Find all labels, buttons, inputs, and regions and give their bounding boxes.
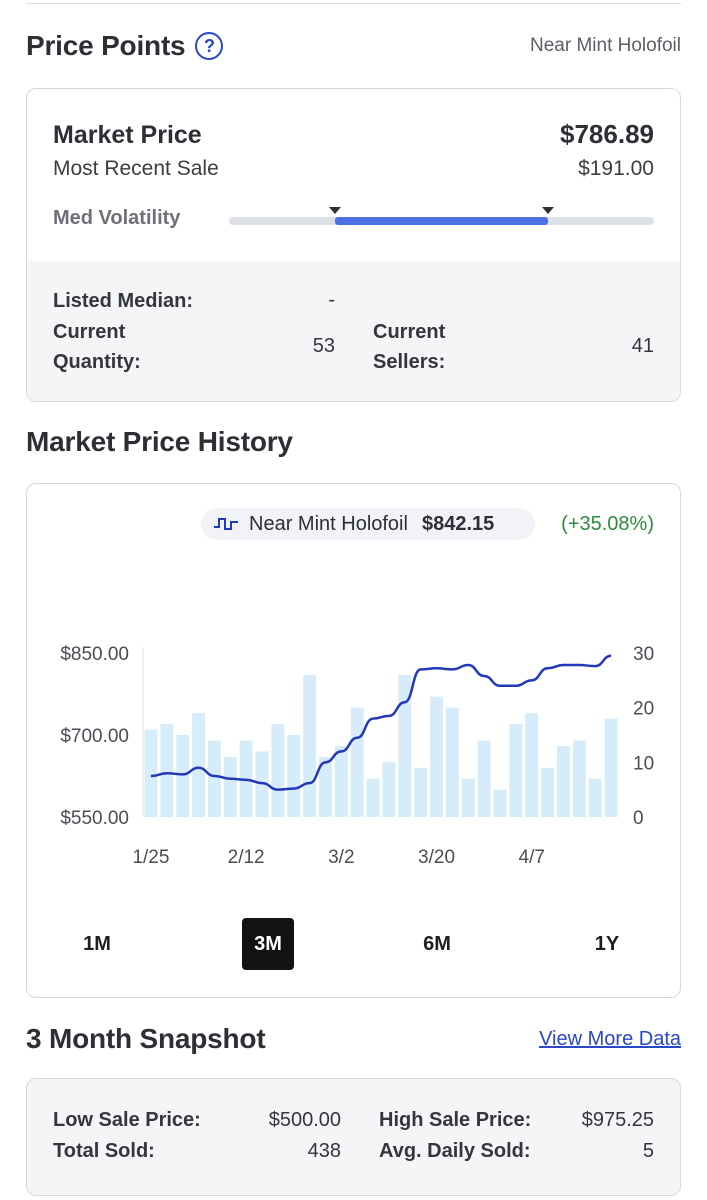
chart-legend[interactable]: Near Mint Holofoil $842.15	[201, 508, 535, 540]
volume-bar	[350, 707, 364, 817]
volume-bar	[461, 778, 475, 817]
price-history-chart-card: Near Mint Holofoil $842.15 (+35.08%) $85…	[26, 483, 681, 998]
avg-daily-sold-label: Avg. Daily Sold:	[379, 1140, 531, 1162]
recent-sale-value: $191.00	[578, 157, 654, 180]
volatility-low-marker-icon	[329, 207, 342, 214]
volume-bar	[334, 745, 348, 817]
recent-sale-label: Most Recent Sale	[53, 157, 219, 180]
range-button-6m[interactable]: 6M	[423, 932, 451, 955]
market-price-value: $786.89	[560, 119, 654, 149]
volume-bar	[557, 745, 570, 817]
snapshot-title: 3 Month Snapshot	[26, 1023, 266, 1054]
help-icon[interactable]: ?	[195, 32, 224, 60]
view-more-data-link[interactable]: View More Data	[539, 1027, 681, 1050]
x-tick-label: 1/25	[132, 847, 169, 868]
range-button-1y[interactable]: 1Y	[594, 932, 620, 955]
current-quantity-label-line1: Current	[53, 321, 126, 343]
current-quantity-value: 53	[312, 335, 335, 357]
price-points-header: Price Points ? Near Mint Holofoil	[26, 26, 681, 66]
market-price-row: Market Price $786.89	[53, 119, 654, 150]
price-points-title-group: Price Points ?	[26, 30, 224, 62]
volume-bar	[144, 729, 158, 817]
price-history-chart[interactable]: $850.00 $700.00 $550.00 30 20 10 0 1/25 2/12 3/2 3…	[27, 484, 680, 904]
step-line-icon	[214, 518, 238, 530]
volume-bar	[223, 756, 237, 817]
legend-series-name: Near Mint Holofoil	[249, 512, 408, 535]
total-sold-value: 438	[307, 1140, 341, 1162]
low-sale-label: Low Sale Price:	[53, 1109, 201, 1131]
current-sellers-label-line1: Current	[373, 321, 446, 343]
total-sold-label: Total Sold:	[53, 1140, 155, 1162]
listed-median-label: Listed Median:	[53, 290, 194, 312]
volume-bar	[382, 762, 396, 817]
volatility-track	[229, 207, 654, 225]
volume-bar	[588, 778, 602, 817]
volume-bar	[176, 735, 190, 817]
volatility-high-marker-icon	[541, 207, 554, 214]
listed-median-value: -	[328, 289, 335, 311]
market-price-history-title: Market Price History	[26, 426, 293, 457]
volume-bar	[398, 674, 412, 817]
volume-bar	[207, 740, 221, 817]
volume-bar	[319, 756, 332, 817]
volume-bar	[303, 674, 317, 817]
volume-bar	[445, 707, 459, 817]
volume-bar	[493, 789, 507, 817]
price-points-title: Price Points	[26, 30, 186, 61]
volatility-label: Med Volatility	[53, 207, 181, 229]
volume-bar	[160, 724, 174, 817]
low-sale-value: $500.00	[268, 1109, 341, 1131]
y-right-tick-label: 0	[633, 808, 644, 829]
current-sellers-value: 41	[631, 335, 654, 357]
volume-bar	[525, 713, 539, 817]
y-right-tick-label: 30	[633, 644, 654, 665]
high-sale-label: High Sale Price:	[379, 1109, 532, 1131]
recent-sale-row: Most Recent Sale $191.00	[53, 157, 654, 181]
volatility-range-fill	[335, 217, 548, 225]
x-tick-label: 3/2	[328, 847, 354, 868]
range-button-3m[interactable]: 3M	[242, 918, 294, 970]
y-right-tick-label: 20	[633, 699, 654, 720]
market-price-line	[150, 654, 612, 791]
volume-bar	[477, 740, 491, 817]
volume-bar	[414, 767, 428, 817]
y-left-tick-label: $700.00	[60, 726, 129, 747]
volume-bar	[541, 767, 555, 817]
x-tick-label: 4/7	[519, 847, 545, 868]
x-tick-label: 2/12	[228, 847, 265, 868]
market-price-history-header: Market Price History	[26, 420, 681, 464]
y-right-tick-label: 10	[633, 753, 654, 774]
avg-daily-sold-value: 5	[642, 1140, 654, 1162]
volume-bar	[430, 696, 443, 817]
legend-price: $842.15	[421, 512, 495, 535]
listing-stats: Listed Median: - Current Quantity: 53 Cu…	[27, 261, 680, 401]
volume-bar	[572, 740, 586, 817]
snapshot-header: 3 Month Snapshot View More Data	[26, 1018, 681, 1060]
price-points-card: Market Price $786.89 Most Recent Sale $1…	[26, 88, 681, 402]
market-price-label: Market Price	[53, 121, 202, 149]
top-divider	[26, 0, 681, 4]
volume-bar	[366, 778, 380, 817]
high-sale-value: $975.25	[581, 1109, 654, 1131]
condition-label: Near Mint Holofoil	[530, 35, 681, 56]
volume-bar	[509, 724, 523, 817]
snapshot-card: Low Sale Price: $500.00 High Sale Price:…	[26, 1078, 681, 1196]
volume-bar	[604, 718, 618, 817]
legend-percent-change: (+35.08%)	[561, 513, 654, 535]
price-summary: Market Price $786.89 Most Recent Sale $1…	[27, 89, 680, 261]
current-sellers-label-line2: Sellers:	[373, 351, 446, 373]
y-left-tick-label: $550.00	[60, 808, 129, 829]
volume-bar	[287, 735, 301, 817]
x-tick-label: 3/20	[418, 847, 455, 868]
y-left-tick-label: $850.00	[60, 644, 129, 665]
current-quantity-label-line2: Quantity:	[53, 351, 141, 373]
volume-bar	[271, 724, 285, 817]
range-button-1m[interactable]: 1M	[83, 932, 111, 955]
volume-bar	[192, 713, 205, 817]
